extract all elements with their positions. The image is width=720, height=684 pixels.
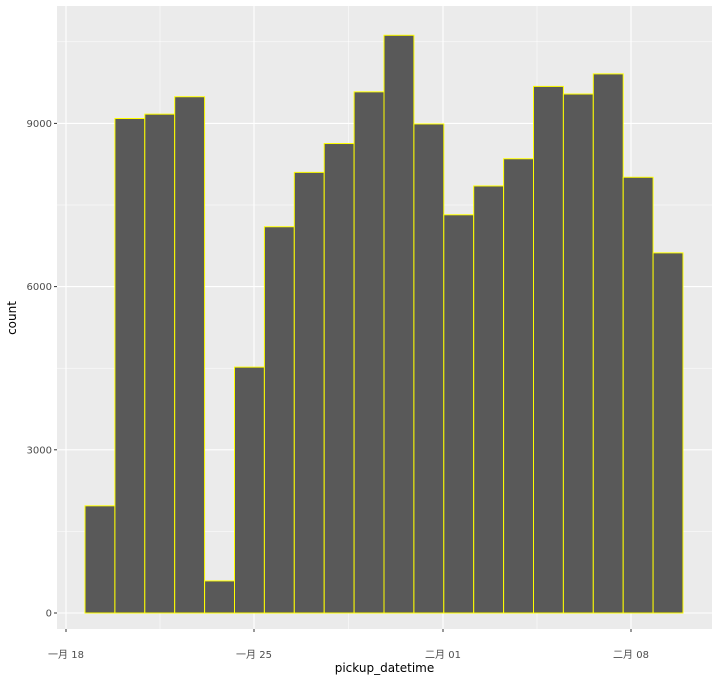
histogram-bar	[114, 118, 146, 614]
histogram-bar	[503, 158, 535, 614]
x-axis: 一月 18 一月 25 二月 01 二月 08	[48, 629, 649, 661]
y-axis: 0 3000 6000 9000	[27, 119, 57, 620]
histogram-bar	[263, 226, 295, 614]
histogram-bar	[174, 96, 206, 614]
y-tick-label: 6000	[27, 282, 52, 293]
histogram-bar	[323, 143, 355, 614]
histogram-bar	[144, 113, 176, 614]
y-tick-label: 9000	[27, 119, 52, 130]
histogram-bar	[473, 185, 505, 614]
histogram-bar	[204, 580, 236, 614]
bars	[84, 34, 684, 614]
x-tick-label: 二月 01	[425, 649, 461, 661]
histogram-bar	[592, 73, 624, 614]
histogram-bar	[622, 176, 654, 614]
histogram-bar	[353, 91, 385, 614]
histogram-bar	[84, 505, 116, 614]
x-axis-title: pickup_datetime	[335, 661, 435, 675]
y-tick-label: 0	[46, 609, 52, 620]
histogram-bar	[413, 123, 445, 614]
histogram-bar	[443, 214, 475, 614]
histogram-bar	[383, 34, 415, 614]
x-tick-label: 一月 25	[236, 649, 272, 661]
y-axis-title: count	[5, 301, 19, 335]
histogram-bar	[533, 85, 564, 614]
x-tick-label: 一月 18	[48, 649, 84, 661]
y-tick-label: 3000	[27, 445, 52, 456]
histogram-bar	[293, 171, 325, 614]
histogram-bar	[562, 93, 594, 614]
histogram-bar	[652, 252, 684, 614]
histogram-bar	[234, 366, 265, 614]
x-tick-label: 二月 08	[613, 649, 649, 661]
